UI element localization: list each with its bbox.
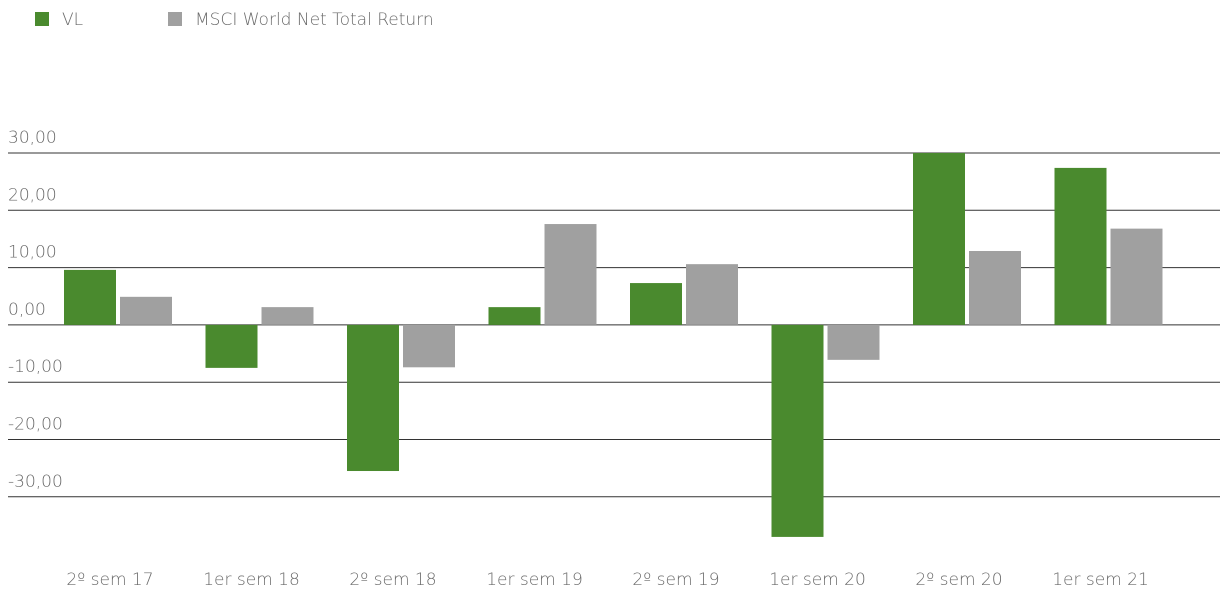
bar [261,307,314,325]
y-tick-label: 30,00 [8,128,57,148]
y-tick-label: 0,00 [8,300,46,320]
y-tick-label: -20,00 [8,415,63,435]
bar [488,307,541,325]
x-tick-label: 2º sem 20 [915,570,1002,590]
x-tick-label: 2º sem 17 [66,570,153,590]
x-tick-label: 1er sem 21 [1052,570,1149,590]
bar [1110,228,1163,325]
x-tick-label: 1er sem 19 [486,570,583,590]
y-tick-label: -30,00 [8,472,63,492]
legend-label: MSCI World Net Total Return [195,10,434,30]
bar [64,269,116,325]
y-tick-label: 20,00 [8,185,57,205]
bar [347,324,399,472]
bar [205,324,258,368]
x-tick-label: 2º sem 18 [349,570,436,590]
bar [686,264,738,325]
bar [1054,167,1107,325]
legend-swatch [35,12,49,26]
bar [771,324,824,537]
bar [544,224,597,325]
bar [630,283,682,325]
bar [913,153,965,325]
legend-swatch [168,12,182,26]
y-tick-label: 10,00 [8,243,57,263]
bar [120,296,172,325]
bar [969,250,1021,325]
x-tick-label: 2º sem 19 [632,570,719,590]
bar [403,324,455,368]
legend-label: VL [62,10,83,30]
y-tick-label: -10,00 [8,357,63,377]
x-tick-label: 1er sem 18 [203,570,300,590]
bar [827,324,880,360]
x-tick-label: 1er sem 20 [769,570,866,590]
